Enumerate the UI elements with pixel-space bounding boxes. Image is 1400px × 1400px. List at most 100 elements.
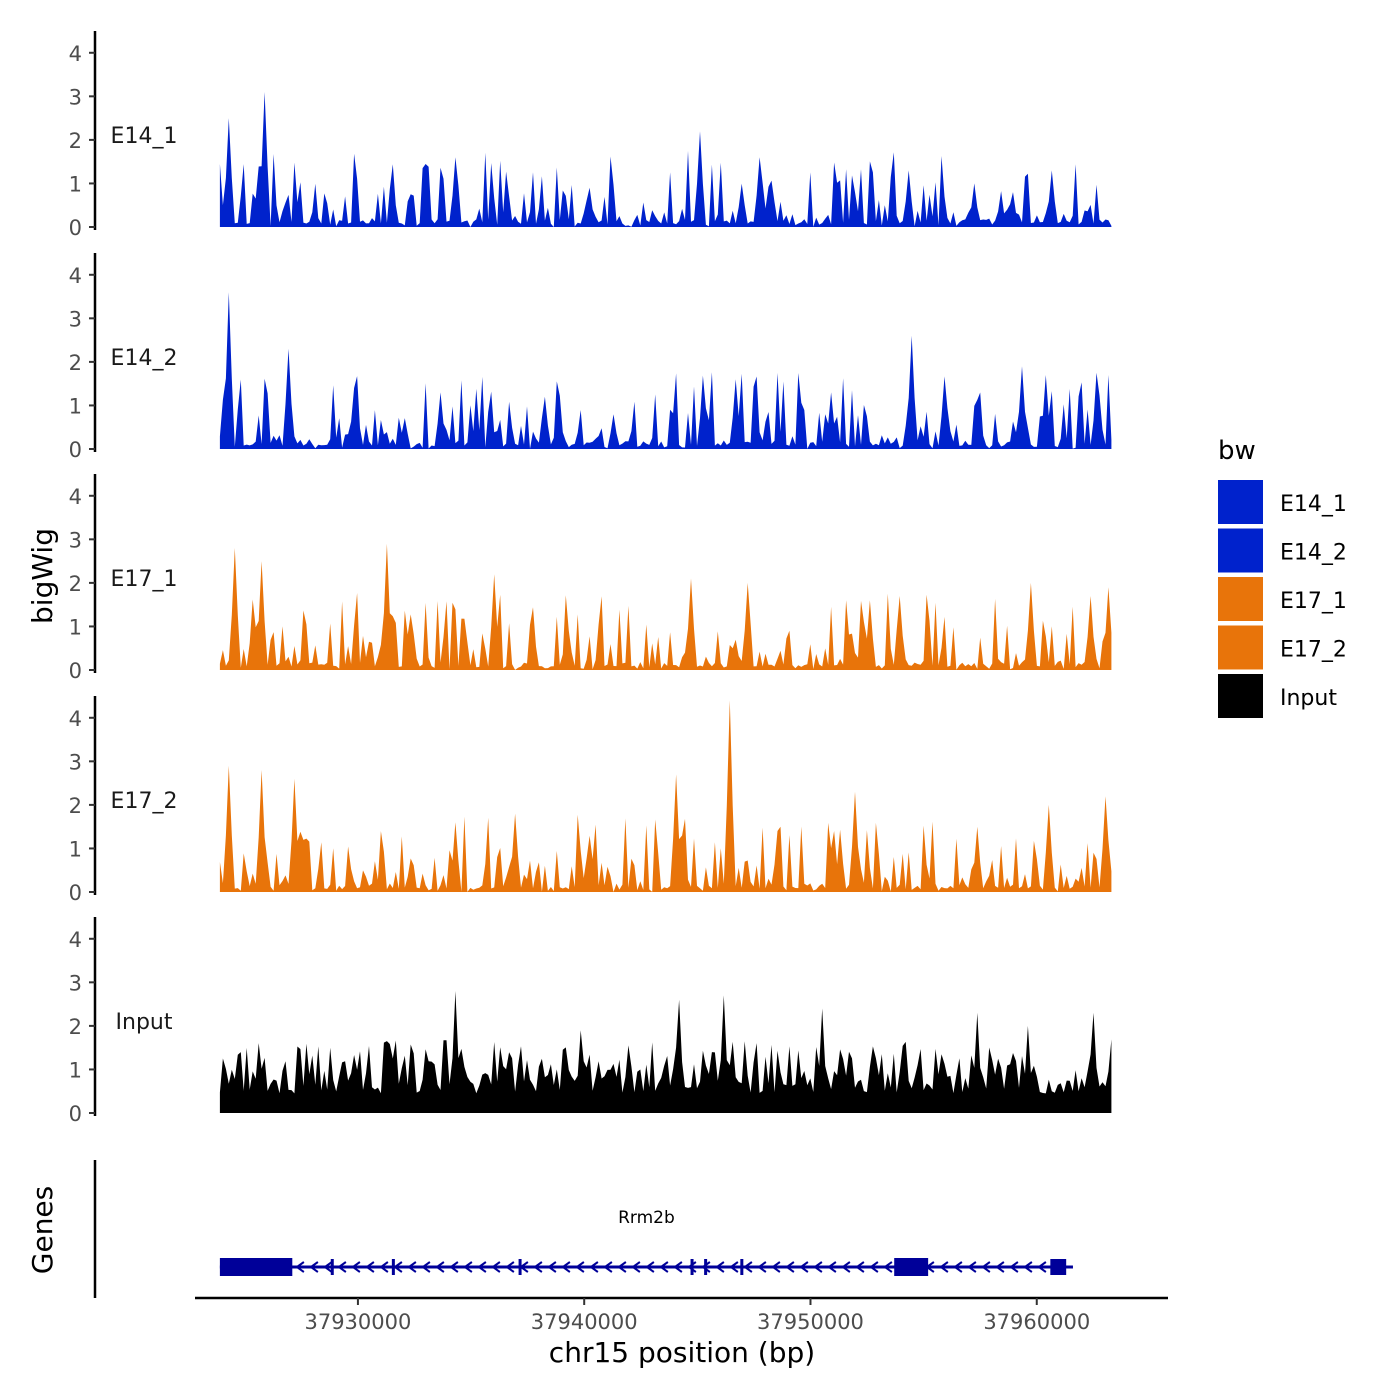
strand-arrow (729, 1261, 739, 1273)
strand-arrow (855, 1261, 865, 1273)
y-tick-label: 2 (69, 572, 82, 596)
strand-arrow (337, 1261, 347, 1273)
strand-arrow (883, 1261, 893, 1273)
y-tick-label: 0 (69, 1102, 82, 1126)
track-label-e17-1: E17_1 (111, 567, 178, 592)
strand-arrow (309, 1261, 319, 1273)
y-tick-label: 3 (69, 85, 82, 109)
legend-label-input: Input (1280, 686, 1337, 711)
legend: bw E14_1 E14_2 E17_1 E17_2 Input (1218, 436, 1347, 718)
strand-arrow (533, 1261, 543, 1273)
legend-label-e17-2: E17_2 (1280, 638, 1347, 663)
legend-swatch-e14-1 (1218, 480, 1263, 524)
y-tick-label: 1 (69, 172, 82, 196)
y-tick-label: 1 (69, 1058, 82, 1082)
strand-arrow (715, 1261, 725, 1273)
gene-exon (391, 1259, 395, 1275)
track-label-e17-2: E17_2 (111, 789, 178, 814)
y-tick-label: 4 (69, 485, 82, 509)
signal-area-e17-1 (219, 543, 1112, 670)
strand-arrow (491, 1261, 501, 1273)
y-tick-label: 4 (69, 707, 82, 731)
strand-arrow (365, 1261, 375, 1273)
strand-arrow (939, 1261, 949, 1273)
strand-arrow (869, 1261, 879, 1273)
strand-arrow (813, 1261, 823, 1273)
strand-arrow (771, 1261, 781, 1273)
y-tick-label: 0 (69, 881, 82, 905)
gene-exon (330, 1259, 334, 1275)
y-tick-label: 3 (69, 528, 82, 552)
legend-swatch-e17-2 (1218, 625, 1263, 670)
track-label-e14-1: E14_1 (111, 124, 178, 149)
strand-arrow (659, 1261, 669, 1273)
strand-arrow (449, 1261, 459, 1273)
strand-arrow (757, 1261, 767, 1273)
legend-swatch-input (1218, 674, 1263, 718)
signal-area-e14-1 (219, 92, 1112, 227)
y-tick-label: 4 (69, 42, 82, 66)
y-axis-title: bigWig (26, 528, 59, 624)
strand-arrow (631, 1261, 641, 1273)
legend-label-e14-1: E14_1 (1280, 492, 1347, 517)
strand-arrow (981, 1261, 991, 1273)
gene-name-label: Rrm2b (618, 1208, 675, 1228)
x-tick-label: 37950000 (757, 1310, 864, 1334)
strand-arrow (785, 1261, 795, 1273)
strand-arrow (379, 1261, 389, 1273)
signal-panels: 0 1 2 3 4 E14_1 0 1 2 3 4 E14_2 0 1 2 3 4 E17_1 0 1 2 3 4 E17_2… (69, 31, 1112, 1126)
strand-arrow (967, 1261, 977, 1273)
y-tick-label: 2 (69, 1015, 82, 1039)
gene-exon (219, 1258, 293, 1276)
y-tick-label: 0 (69, 659, 82, 683)
strand-arrow (589, 1261, 599, 1273)
track-label-e14-2: E14_2 (111, 346, 178, 371)
strand-arrow (799, 1261, 809, 1273)
signal-area-e17-2 (219, 700, 1112, 892)
strand-arrow (687, 1261, 697, 1273)
strand-arrow (463, 1261, 473, 1273)
y-tick-label: 1 (69, 615, 82, 639)
x-tick-label: 37930000 (304, 1310, 411, 1334)
track-label-input: Input (116, 1010, 173, 1035)
gene-track-panel: Rrm2b (93, 1160, 1073, 1298)
gene-exon (894, 1258, 929, 1276)
strand-arrow (603, 1261, 613, 1273)
x-tick-label: 37940000 (531, 1310, 638, 1334)
strand-arrow (393, 1261, 403, 1273)
gene-exon (690, 1259, 694, 1275)
strand-arrow (1037, 1261, 1047, 1273)
strand-arrow (1009, 1261, 1019, 1273)
gene-track-title: Genes (26, 1186, 59, 1274)
panel-e17-2: 0 1 2 3 4 E17_2 (69, 696, 1112, 905)
gene-exon (518, 1259, 522, 1275)
x-axis-title: chr15 position (bp) (549, 1336, 815, 1369)
strand-arrow (995, 1261, 1005, 1273)
y-tick-label: 2 (69, 794, 82, 818)
legend-swatch-e14-2 (1218, 528, 1263, 573)
y-tick-label: 2 (69, 351, 82, 375)
gene-exon (704, 1259, 708, 1275)
y-tick-label: 2 (69, 129, 82, 153)
y-tick-label: 3 (69, 750, 82, 774)
strand-arrow (421, 1261, 431, 1273)
y-tick-label: 4 (69, 264, 82, 288)
y-tick-label: 0 (69, 216, 82, 240)
strand-arrow (477, 1261, 487, 1273)
strand-arrow (561, 1261, 571, 1273)
strand-arrow (827, 1261, 837, 1273)
panel-input: 0 1 2 3 4 Input (69, 917, 1112, 1126)
legend-label-e14-2: E14_2 (1280, 541, 1347, 566)
signal-area-input (219, 991, 1112, 1113)
strand-arrow (435, 1261, 445, 1273)
y-tick-label: 1 (69, 394, 82, 418)
strand-arrow (673, 1261, 683, 1273)
strand-arrow (295, 1261, 305, 1273)
y-tick-label: 3 (69, 307, 82, 331)
legend-label-e17-1: E17_1 (1280, 589, 1347, 614)
x-tick-label: 37960000 (983, 1310, 1090, 1334)
strand-arrow (1023, 1261, 1033, 1273)
legend-swatch-e17-1 (1218, 577, 1263, 621)
signal-area-e14-2 (219, 292, 1112, 449)
strand-arrow (645, 1261, 655, 1273)
